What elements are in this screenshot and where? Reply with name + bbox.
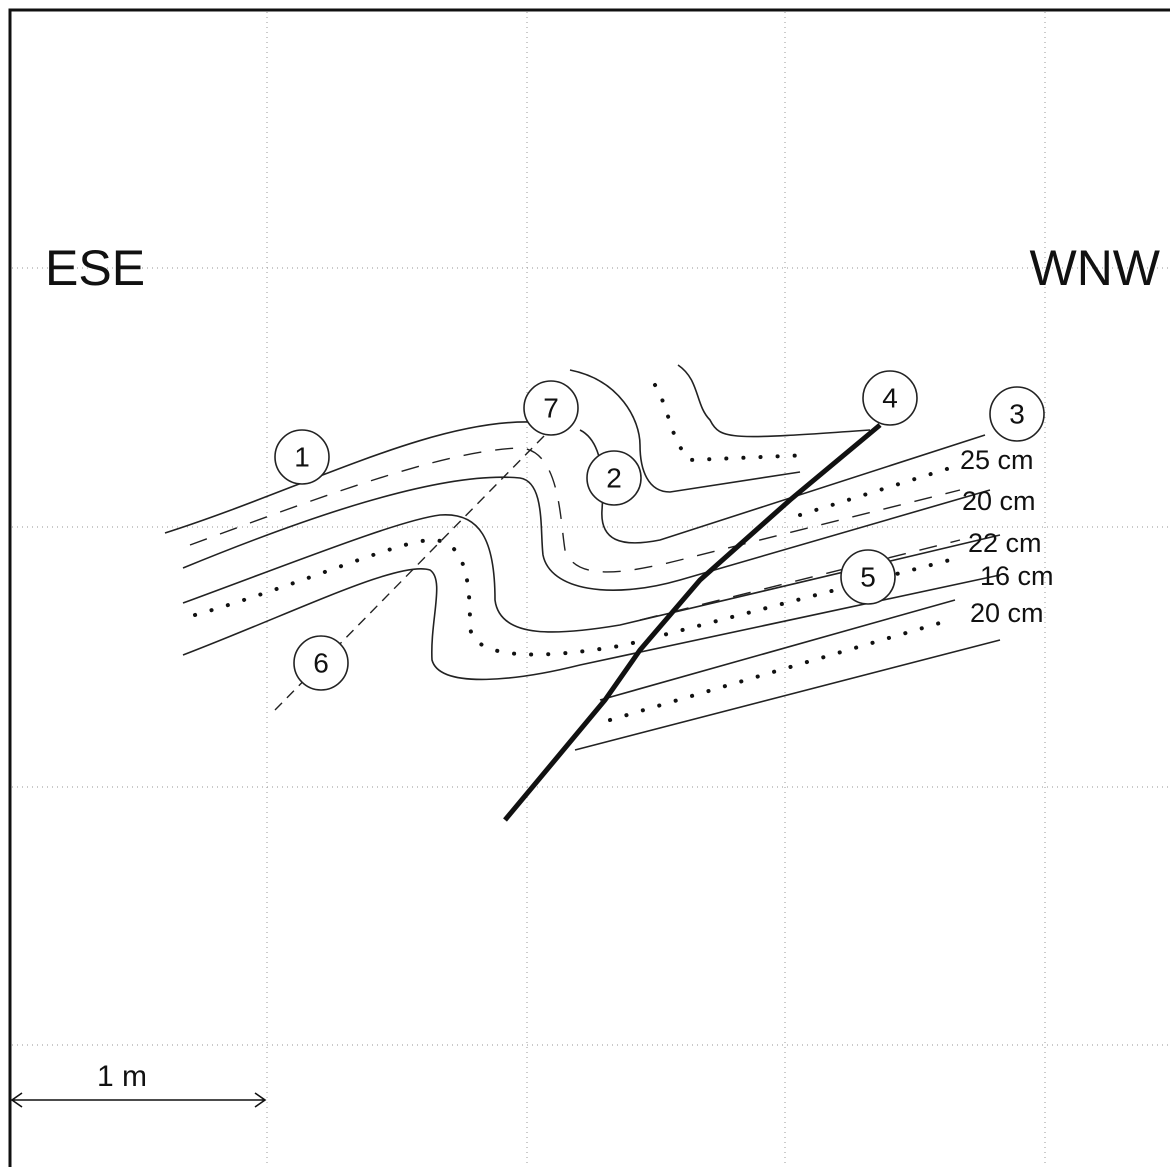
marker-circle [862,370,918,426]
marker-label: 5 [860,561,876,592]
grid [12,12,1170,1167]
markers: 1 2 3 4 5 6 7 [274,370,1045,691]
marker-label: 2 [606,462,622,493]
frame [8,8,1170,1167]
marker-label: 4 [882,382,898,413]
marker-circle [523,380,579,436]
marker-circle [293,635,349,691]
marker-label: 3 [1009,398,1025,429]
beds [164,364,1001,822]
marker-circle [840,549,896,605]
thickness-label: 20 cm [970,598,1044,628]
marker-circle [989,386,1045,442]
orientation-right: WNW [1030,240,1161,296]
scale-label: 1 m [97,1060,147,1093]
thickness-label: 20 cm [962,486,1036,516]
marker-label: 1 [294,441,310,472]
marker-label: 6 [313,647,329,678]
thickness-label: 16 cm [980,561,1054,591]
scale-bar: 1 m [10,1060,267,1108]
marker-label: 7 [543,392,559,423]
marker-circle [274,429,330,485]
marker-circle [586,450,642,506]
thickness-label: 22 cm [968,528,1042,558]
thickness-label: 25 cm [960,445,1034,475]
orientation-left: ESE [45,240,145,296]
